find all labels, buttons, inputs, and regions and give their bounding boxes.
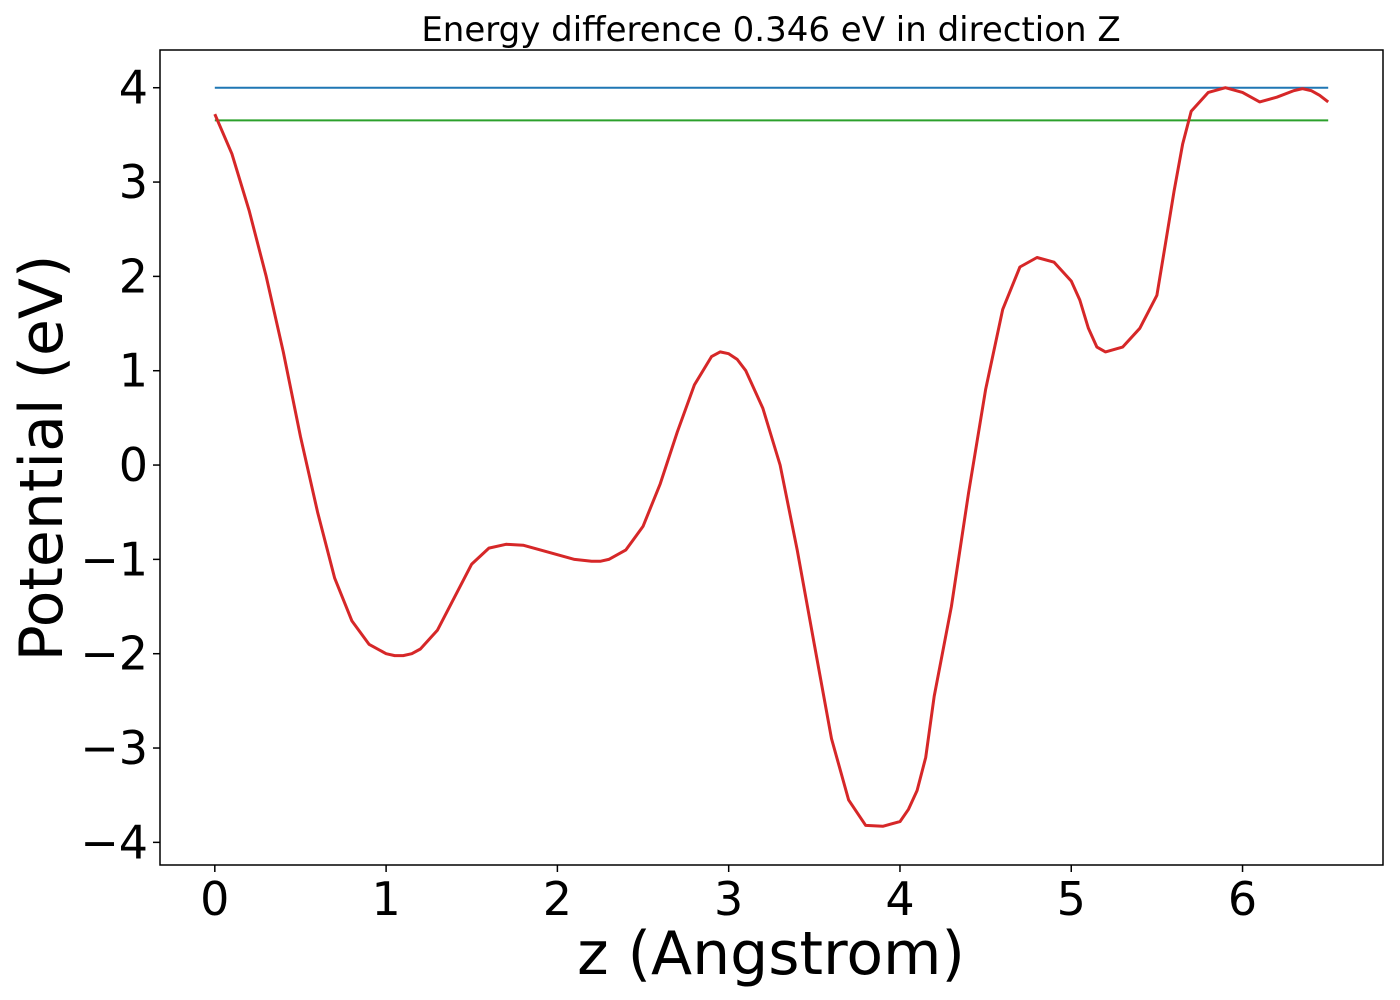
plot-frame: [159, 49, 1384, 866]
y-tick-label: 2: [119, 249, 148, 303]
y-tick-label: 1: [119, 344, 148, 398]
x-tick-label: 4: [885, 872, 914, 926]
x-tick-label: 0: [200, 872, 229, 926]
y-tick-label: −1: [80, 532, 148, 586]
y-axis-ticks: −4 −3 −2 −1 0 1 2 3 4: [80, 61, 160, 869]
x-tick-label: 2: [543, 872, 572, 926]
chart-title: Energy difference 0.346 eV in direction …: [421, 10, 1120, 50]
y-tick-label: −4: [80, 815, 148, 869]
y-tick-label: −2: [80, 627, 148, 681]
series-layer: [213, 86, 1330, 828]
x-tick-label: 5: [1057, 872, 1086, 926]
y-axis-title: Potential (eV): [7, 255, 77, 662]
y-tick-label: 0: [119, 438, 148, 492]
x-axis-title: z (Angstrom): [577, 919, 965, 989]
series-line-2: [213, 86, 1330, 828]
x-tick-label: 3: [714, 872, 743, 926]
x-tick-label: 6: [1228, 872, 1257, 926]
y-tick-label: 4: [119, 61, 148, 115]
x-tick-label: 1: [371, 872, 400, 926]
x-axis-ticks: 0 1 2 3 4 5 6: [200, 865, 1257, 926]
y-tick-label: 3: [119, 155, 148, 209]
y-tick-label: −3: [80, 721, 148, 775]
